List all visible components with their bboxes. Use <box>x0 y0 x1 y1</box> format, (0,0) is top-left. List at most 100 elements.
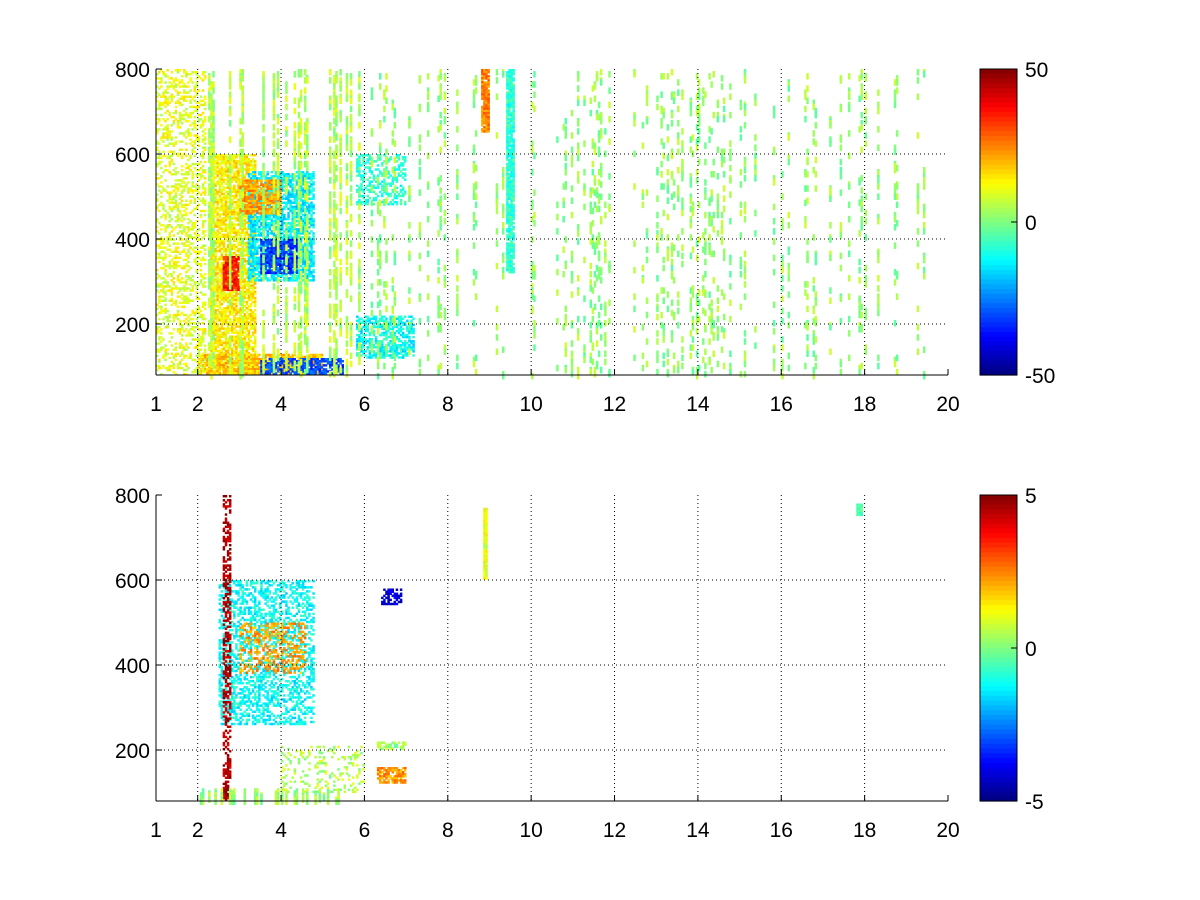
heatmap-cell <box>218 154 222 157</box>
heatmap-cell <box>264 179 267 182</box>
heatmap-cell <box>243 212 247 215</box>
heatmap-cell <box>379 350 382 353</box>
heatmap-cell <box>218 292 222 296</box>
heatmap-cell <box>249 235 253 239</box>
heatmap-cell <box>247 315 251 318</box>
heatmap-cell <box>268 358 272 361</box>
heatmap-cell <box>218 327 222 330</box>
heatmap-cell <box>287 355 290 359</box>
heatmap-cell <box>245 364 249 367</box>
heatmap-cell <box>335 362 338 365</box>
heatmap-cell <box>410 331 413 335</box>
heatmap-cell <box>266 201 269 205</box>
heatmap-cell <box>233 247 236 251</box>
heatmap-cell <box>210 284 213 287</box>
heatmap-cell <box>158 358 161 362</box>
heatmap-cell <box>214 168 217 171</box>
heatmap-cell <box>283 236 286 239</box>
heatmap-cell <box>203 353 207 357</box>
heatmap-cell <box>237 317 240 320</box>
heatmap-cell <box>308 238 311 241</box>
heatmap-cell <box>212 329 215 332</box>
heatmap-cell <box>249 366 253 369</box>
heatmap-cell <box>274 368 278 371</box>
heatmap-cell <box>235 368 238 371</box>
heatmap-cell <box>214 359 217 363</box>
heatmap-cell <box>283 245 286 248</box>
heatmap-cell <box>283 364 286 367</box>
heatmap-cell <box>328 362 332 365</box>
heatmap-cell <box>160 348 163 351</box>
heatmap-cell <box>224 341 228 345</box>
heatmap-cell <box>264 361 267 365</box>
heatmap-cell <box>237 343 240 347</box>
heatmap-cell <box>266 171 269 174</box>
heatmap-cell <box>287 191 290 194</box>
heatmap-cell <box>164 136 167 139</box>
heatmap-cell <box>237 321 240 324</box>
heatmap-cell <box>237 258 240 261</box>
heatmap-cell <box>308 211 311 215</box>
heatmap-cell <box>274 263 278 266</box>
heatmap-cell <box>212 349 215 353</box>
heatmap-cell <box>218 196 222 200</box>
heatmap-cell <box>216 219 219 222</box>
heatmap-cell <box>285 265 288 268</box>
heatmap-cell <box>281 222 284 225</box>
heatmap-cell <box>253 164 257 167</box>
heatmap-cell <box>281 213 284 217</box>
heatmap-cell <box>214 256 217 259</box>
heatmap-cell <box>158 317 161 321</box>
heatmap-cell <box>164 213 167 217</box>
heatmap-cell <box>247 361 251 365</box>
heatmap-cell <box>320 360 324 363</box>
heatmap-cell <box>222 321 226 324</box>
heatmap-cell <box>251 341 255 345</box>
heatmap-cell <box>158 117 161 121</box>
heatmap-cell <box>222 284 226 287</box>
heatmap-cell <box>320 366 324 369</box>
heatmap-cell <box>226 300 230 304</box>
heatmap-cell <box>281 201 284 205</box>
heatmap-cell <box>216 237 219 241</box>
heatmap-cell <box>364 323 367 327</box>
heatmap-cell <box>256 262 259 266</box>
heatmap-cell <box>235 207 238 210</box>
heatmap-cell <box>164 303 167 307</box>
heatmap-cell <box>381 331 384 335</box>
heatmap-cell <box>224 249 228 253</box>
heatmap-cell <box>239 187 242 191</box>
heatmap-cell <box>316 372 319 375</box>
heatmap-cell <box>247 217 251 221</box>
heatmap-cell <box>270 210 274 213</box>
heatmap-cell <box>362 342 365 345</box>
heatmap-cell <box>287 217 290 221</box>
heatmap-cell <box>253 224 257 227</box>
heatmap-cell <box>266 217 269 221</box>
heatmap-cell <box>245 370 249 373</box>
heatmap-cell <box>226 294 230 298</box>
heatmap-cell <box>214 337 217 341</box>
heatmap-cell <box>318 370 322 373</box>
heatmap-cell <box>231 335 234 338</box>
heatmap-cell <box>276 207 280 211</box>
heatmap-cell <box>239 241 242 245</box>
heatmap-cell <box>308 217 311 221</box>
heatmap-cell <box>276 259 280 262</box>
heatmap-cell <box>243 359 247 363</box>
heatmap-cell <box>220 321 224 324</box>
heatmap-cell <box>224 209 228 212</box>
heatmap-cell <box>226 341 230 345</box>
heatmap-cell <box>308 275 311 278</box>
heatmap-cell <box>295 355 299 359</box>
heatmap-cell <box>412 342 415 345</box>
heatmap-cell <box>235 170 238 173</box>
heatmap-cell <box>233 296 236 300</box>
heatmap-cell <box>291 222 294 225</box>
heatmap-cell <box>222 217 226 220</box>
heatmap-cell <box>247 206 251 209</box>
heatmap-cell <box>214 172 217 175</box>
heatmap-cell <box>253 280 257 283</box>
heatmap-cell <box>272 253 276 256</box>
heatmap-cell <box>245 335 249 338</box>
